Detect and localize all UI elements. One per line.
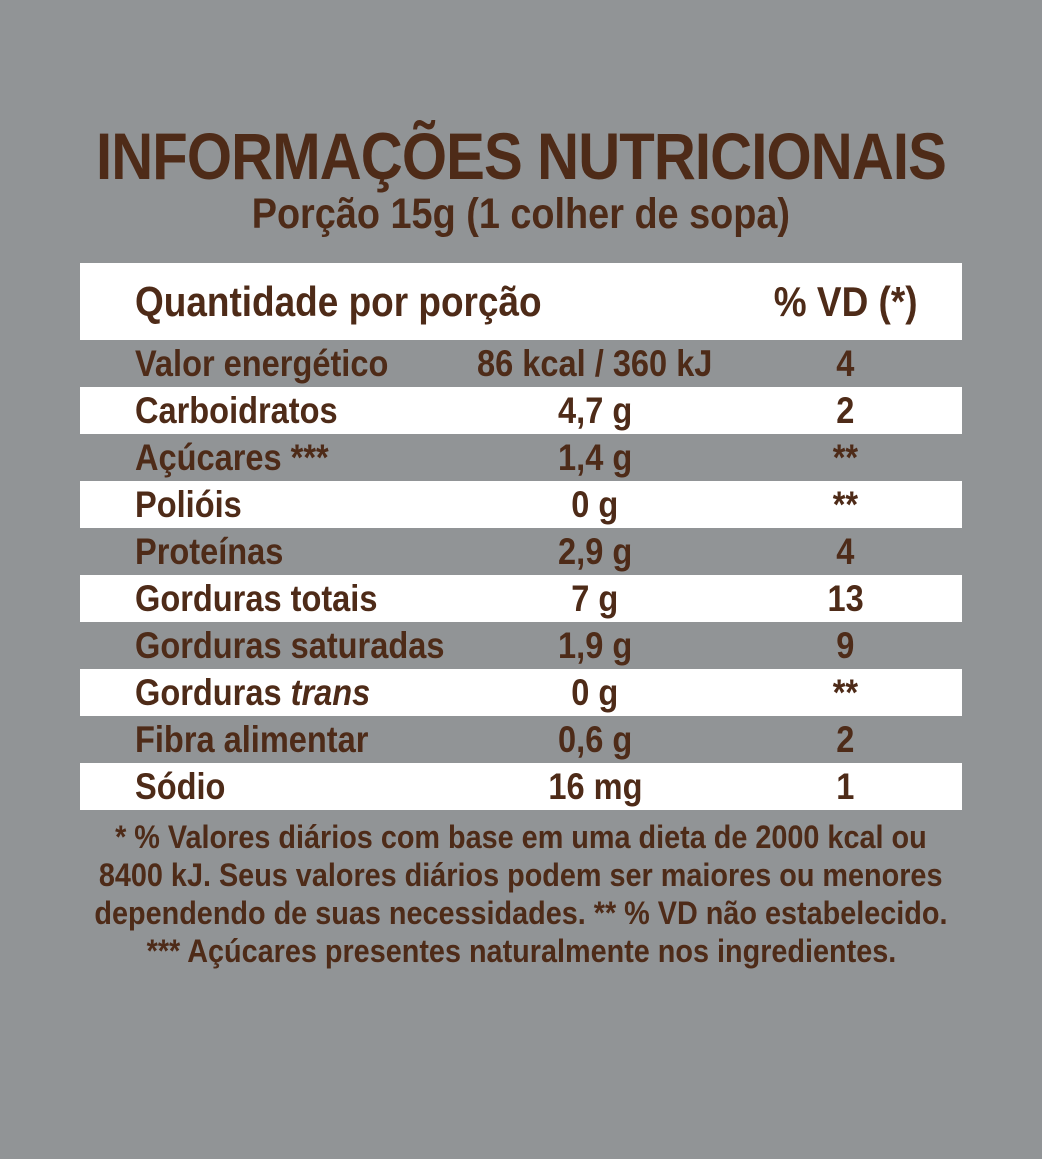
table-row: Fibra alimentar 0,6 g 2 [80, 716, 962, 763]
nutrient-amount: 86 kcal / 360 kJ [477, 342, 713, 384]
nutrient-amount: 0 g [571, 483, 619, 525]
nutrient-amount: 1,4 g [557, 436, 633, 478]
nutrient-amount: 7 g [571, 577, 619, 619]
nutrition-table: Quantidade por porção % VD (*) Valor ene… [80, 263, 962, 810]
nutrient-daily-value: ** [832, 436, 859, 478]
footnote-line: * % Valores diários com base em uma diet… [115, 819, 927, 855]
nutrient-amount: 16 mg [547, 765, 643, 807]
page-title: INFORMAÇÕES NUTRICIONAIS [0, 118, 1042, 194]
nutrient-label: Açúcares *** [135, 436, 329, 478]
nutrient-label: Carboidratos [135, 389, 338, 431]
table-body: Valor energético 86 kcal / 360 kJ 4 Carboid… [80, 340, 962, 810]
nutrient-amount: 0 g [571, 671, 619, 713]
footnote-line: 8400 kJ. Seus valores diários podem ser … [99, 857, 943, 893]
table-header-row: Quantidade por porção % VD (*) [80, 263, 962, 340]
nutrient-daily-value: 4 [836, 342, 855, 384]
nutrient-daily-value: ** [832, 671, 859, 713]
table-row: Sódio 16 mg 1 [80, 763, 962, 810]
nutrient-amount: 0,6 g [557, 718, 633, 760]
nutrient-daily-value: 9 [836, 624, 855, 666]
column-header-quantity: Quantidade por porção [135, 277, 542, 325]
nutrient-label: Gorduras saturadas [135, 624, 445, 666]
serving-size-subtitle: Porção 15g (1 colher de sopa) [0, 190, 1042, 239]
nutrient-amount: 2,9 g [557, 530, 633, 572]
page-title-text: INFORMAÇÕES NUTRICIONAIS [95, 119, 947, 193]
nutrient-amount: 1,9 g [557, 624, 633, 666]
nutrient-label: Gorduras totais [135, 577, 378, 619]
nutrient-daily-value: 4 [836, 530, 855, 572]
nutrient-daily-value: 1 [836, 765, 855, 807]
table-row: Açúcares *** 1,4 g ** [80, 434, 962, 481]
table-row: Valor energético 86 kcal / 360 kJ 4 [80, 340, 962, 387]
column-header-daily-value: % VD (*) [773, 277, 918, 325]
nutrient-label: Sódio [135, 765, 226, 807]
nutrient-label: Valor energético [135, 342, 389, 384]
table-row: Gorduras saturadas 1,9 g 9 [80, 622, 962, 669]
table-row: Carboidratos 4,7 g 2 [80, 387, 962, 434]
nutrient-daily-value: 2 [836, 718, 855, 760]
table-row: Proteínas 2,9 g 4 [80, 528, 962, 575]
serving-size-text: Porção 15g (1 colher de sopa) [251, 190, 791, 238]
nutrient-label: Gorduras trans [135, 671, 371, 713]
nutrient-label: Polióis [135, 483, 242, 525]
nutrient-daily-value: ** [832, 483, 859, 525]
footnote-line: dependendo de suas necessidades. ** % VD… [94, 895, 948, 931]
table-row: Gorduras totais 7 g 13 [80, 575, 962, 622]
table-row: Gorduras trans 0 g ** [80, 669, 962, 716]
nutrient-label: Fibra alimentar [135, 718, 369, 760]
nutrient-label: Proteínas [135, 530, 284, 572]
nutrient-amount: 4,7 g [557, 389, 633, 431]
footnote-line: *** Açúcares presentes naturalmente nos … [146, 933, 896, 969]
nutrient-daily-value: 13 [827, 577, 864, 619]
nutrient-daily-value: 2 [836, 389, 855, 431]
footnotes: * % Valores diários com base em uma diet… [0, 818, 1042, 970]
table-row: Polióis 0 g ** [80, 481, 962, 528]
